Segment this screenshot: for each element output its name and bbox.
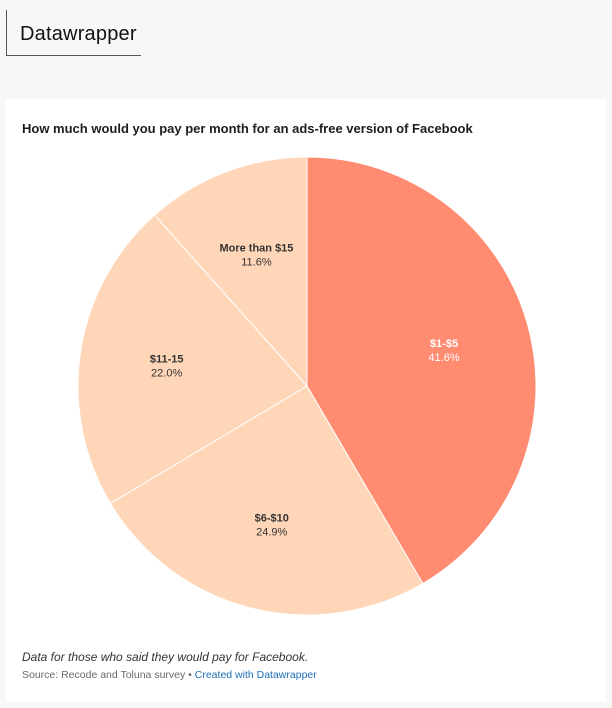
pie-slice-3 <box>153 156 308 388</box>
chart-title: How much would you pay per month for an … <box>22 121 473 136</box>
slice-value-1: 24.9% <box>256 527 287 539</box>
slice-value-2: 22.0% <box>151 367 182 379</box>
app-tab[interactable]: Datawrapper <box>6 10 141 56</box>
slice-label-3: More than $15 <box>219 242 293 254</box>
slice-label-2: $11-15 <box>150 353 184 365</box>
slice-value-3: 11.6% <box>241 256 272 268</box>
pie-slice-1 <box>109 385 424 616</box>
slice-label-0: $1-$5 <box>430 338 458 350</box>
slice-value-0: 41.6% <box>428 352 459 364</box>
pie-slice-2 <box>77 214 308 505</box>
pie-chart: $1-$5 41.6% $6-$10 24.9% $11-15 22.0% More tha… <box>77 156 537 616</box>
chart-notes: Data for those who said they would pay f… <box>22 650 309 664</box>
source-line: Source: Recode and Toluna survey • Creat… <box>22 669 317 681</box>
app-title: Datawrapper <box>20 23 137 45</box>
datawrapper-credit-link[interactable]: Created with Datawrapper <box>194 669 317 681</box>
source-separator: • <box>185 669 195 681</box>
chart-card: How much would you pay per month for an … <box>6 99 606 702</box>
source-text: Source: Recode and Toluna survey <box>22 669 186 681</box>
slice-label-1: $6-$10 <box>255 513 289 525</box>
pie-slice-0 <box>306 156 537 585</box>
